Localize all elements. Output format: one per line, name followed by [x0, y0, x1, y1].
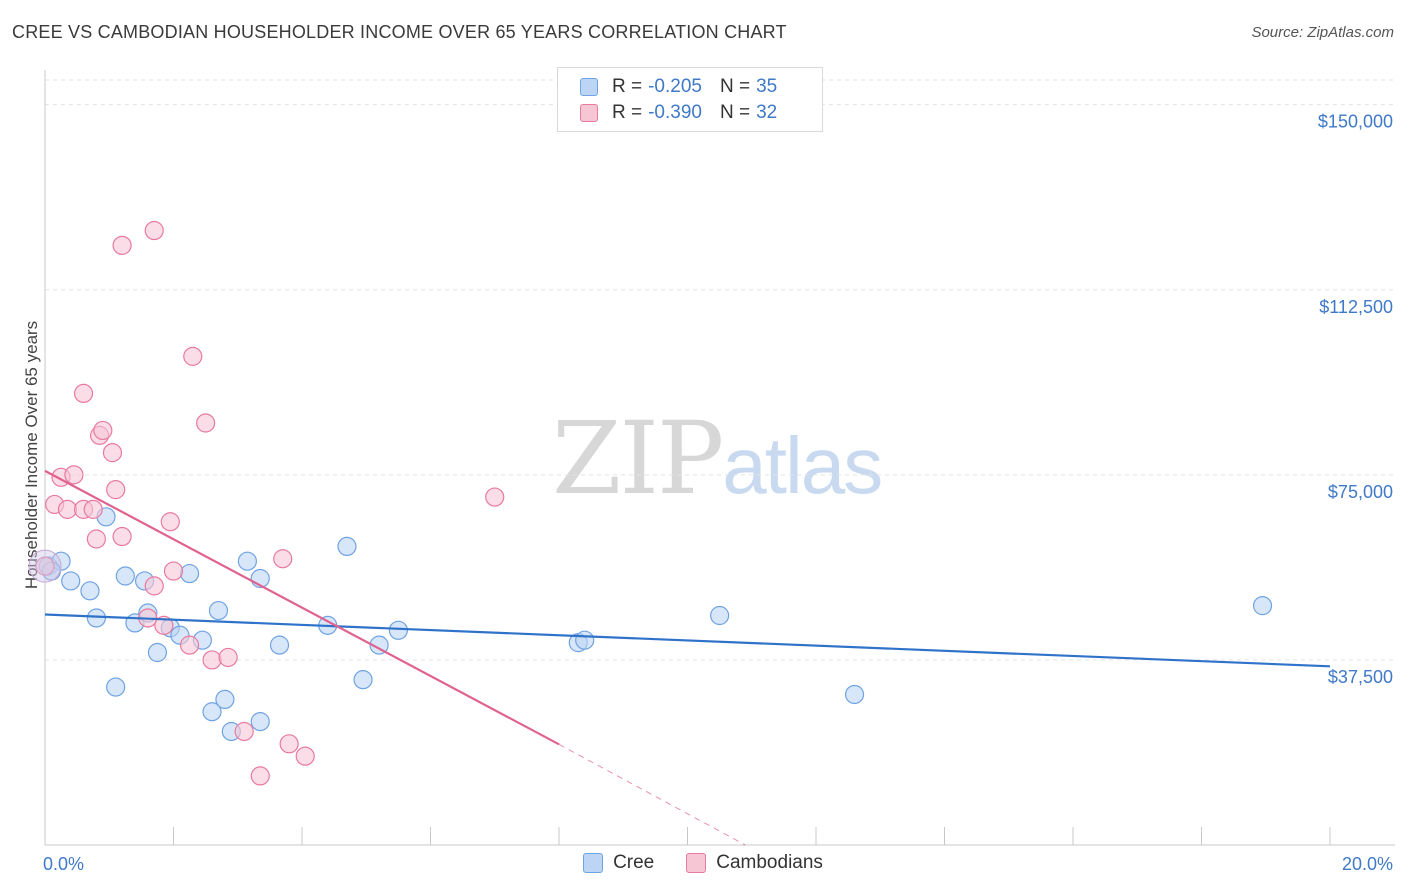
point-cree	[80, 581, 100, 601]
point-cree	[202, 702, 222, 722]
legend-item-cree: Cree	[583, 852, 654, 874]
legend-r-value-cambodians: -0.390	[648, 102, 702, 123]
point-cambodians	[93, 420, 113, 441]
point-cambodians	[295, 746, 315, 766]
point-cree	[575, 630, 595, 650]
legend-r-label: R =	[612, 76, 643, 97]
point-cambodians	[144, 220, 164, 241]
point-cambodians	[273, 549, 293, 569]
point-cambodians	[64, 465, 84, 485]
point-cree	[269, 635, 290, 655]
y-axis-label: Householder Income Over 65 years	[22, 321, 41, 589]
point-cree	[86, 608, 107, 628]
trendline-cree	[44, 613, 1331, 668]
source-label: Source: ZipAtlas.com	[1251, 24, 1394, 41]
point-cree	[844, 684, 865, 705]
point-cree	[250, 712, 270, 732]
point-cambodians	[86, 529, 107, 549]
legend-n-value-cree: 35	[756, 76, 778, 97]
legend-n-value-cambodians: 32	[756, 102, 778, 123]
point-cambodians	[154, 615, 174, 635]
y-tick-label: $150,000	[1318, 112, 1393, 132]
point-cluster	[28, 549, 62, 583]
point-cree	[115, 566, 135, 586]
legend-swatch-cambodians	[686, 853, 707, 873]
chart-title: CREE VS CAMBODIAN HOUSEHOLDER INCOME OVE…	[12, 22, 787, 42]
point-cambodians	[160, 512, 180, 532]
legend-swatch-cree	[583, 853, 604, 873]
x-tick-label: 20.0%	[1342, 854, 1393, 874]
point-cambodians	[196, 413, 216, 433]
point-cambodians	[144, 576, 164, 596]
legend-n-label: N =	[719, 76, 751, 97]
point-cambodians	[279, 734, 299, 754]
legend-swatch-cambodians	[580, 104, 598, 122]
trendline-extension-cambodians	[558, 743, 746, 846]
point-cree	[1252, 596, 1273, 616]
legend-n-label: N =	[719, 102, 751, 123]
point-cambodians	[112, 526, 132, 547]
y-tick-label: $75,000	[1328, 482, 1393, 502]
point-cree	[61, 571, 81, 591]
point-cree	[237, 551, 257, 571]
point-cambodians	[57, 499, 78, 519]
x-tick-label: 0.0%	[43, 854, 84, 874]
watermark: ZIPatlas	[552, 400, 883, 517]
point-cambodians	[250, 766, 270, 786]
point-cree	[369, 635, 389, 655]
point-cree	[208, 600, 229, 621]
point-cambodians	[73, 383, 94, 404]
legend-item-cambodians: Cambodians	[686, 852, 823, 874]
watermark-zip: ZIP	[552, 400, 724, 517]
point-cree	[147, 642, 168, 663]
watermark-atlas: atlas	[722, 421, 883, 510]
point-cambodians	[102, 443, 123, 463]
legend-swatch-cree	[580, 78, 598, 96]
legend-row-cambodians: R = -0.390 N = 32	[580, 102, 777, 124]
point-cree	[710, 605, 730, 626]
y-tick-label: $112,500	[1319, 297, 1393, 317]
y-tick-label: $37,500	[1328, 667, 1393, 687]
point-cambodians	[179, 635, 200, 655]
trendline-cambodians	[44, 469, 560, 746]
legend-r-value-cree: -0.205	[648, 76, 702, 97]
point-cambodians	[218, 647, 238, 668]
point-cambodians	[234, 721, 254, 742]
legend-row-cree: R = -0.205 N = 35	[580, 76, 777, 98]
point-cree	[179, 563, 200, 584]
point-cambodians	[163, 561, 184, 581]
point-cree	[215, 689, 235, 710]
point-cambodians	[485, 487, 505, 507]
point-cree	[337, 536, 357, 557]
legend-label-cambodians: Cambodians	[716, 852, 823, 873]
point-cambodians	[112, 235, 132, 255]
legend-label-cree: Cree	[613, 852, 655, 873]
legend-r-label: R =	[612, 102, 643, 123]
point-cree	[388, 620, 408, 640]
correlation-legend: R = -0.205 N = 35 R = -0.390 N = 32	[557, 67, 823, 132]
point-cree	[353, 670, 373, 690]
point-cambodians	[106, 480, 126, 500]
series-legend: Cree Cambodians	[0, 852, 1406, 874]
point-cambodians	[202, 650, 222, 670]
point-cambodians	[183, 346, 203, 366]
point-cree	[106, 677, 126, 697]
point-cambodians	[83, 499, 103, 519]
point-cambodians	[35, 556, 55, 576]
